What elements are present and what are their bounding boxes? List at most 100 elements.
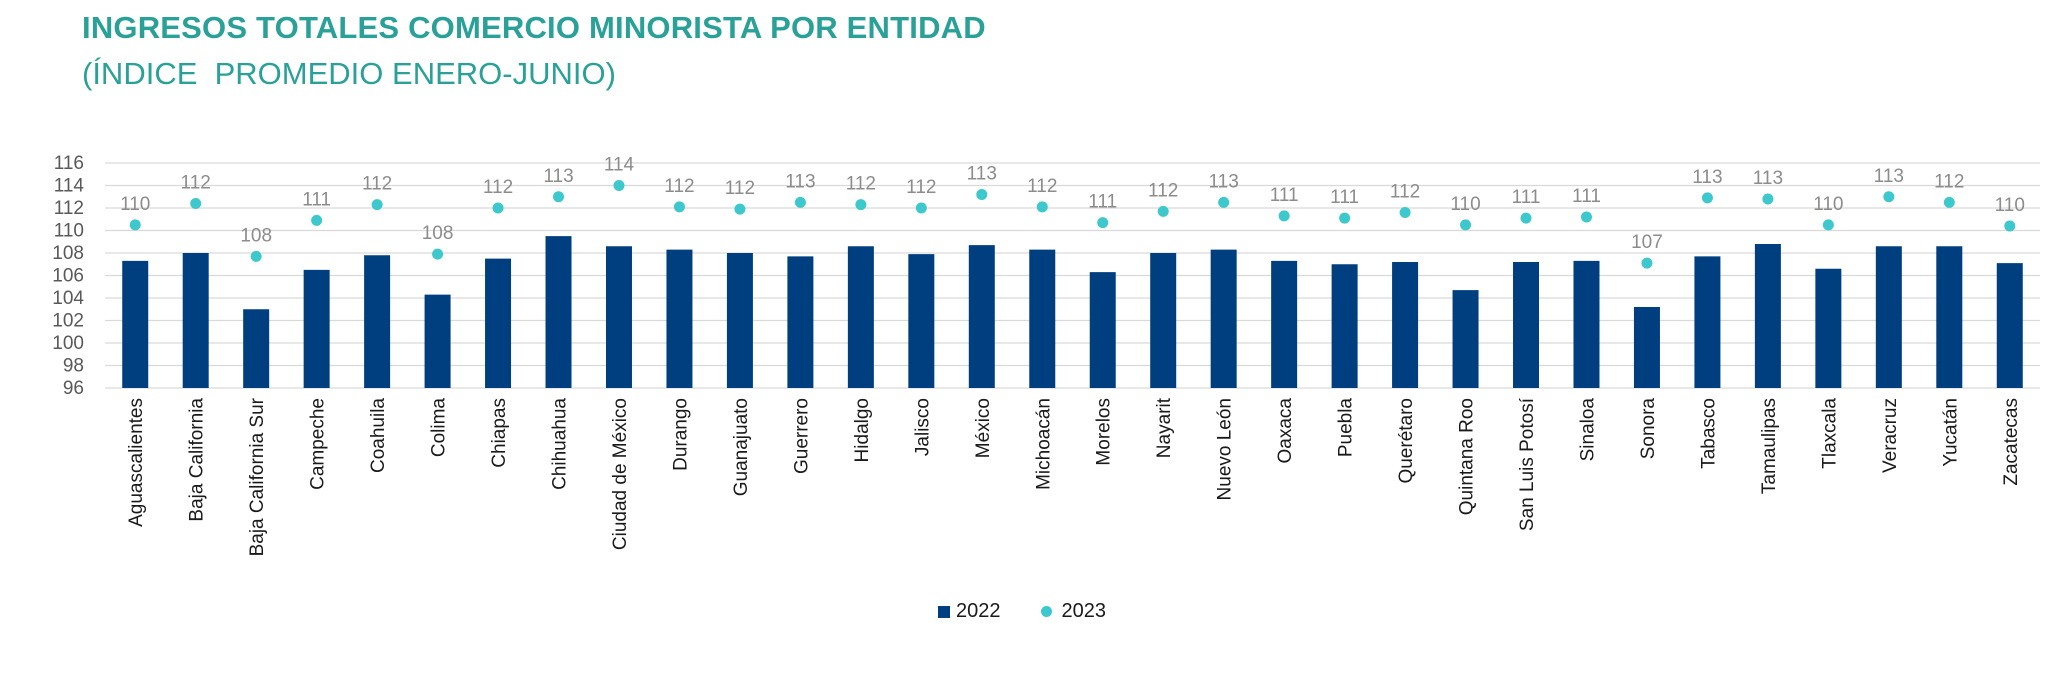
x-axis-categories: Aguascalientes Baja California Baja Califo…	[126, 397, 2022, 556]
y-tick-label: 110	[54, 221, 84, 242]
category-label: Jalisco	[912, 398, 933, 456]
dot-2023	[1036, 201, 1048, 213]
category-label: Colima	[429, 398, 450, 458]
data-label-2023: 111	[1270, 185, 1299, 206]
bar-2022	[1271, 260, 1298, 388]
data-label-2023: 112	[725, 178, 755, 199]
category-label: Hidalgo	[852, 398, 873, 462]
category-label: Coahuila	[368, 398, 389, 473]
data-label-2023: 113	[1753, 168, 1783, 189]
data-label-2023: 113	[1209, 171, 1239, 192]
dot-2023	[190, 198, 202, 209]
grid-lines	[105, 162, 2040, 389]
dot-2023	[1278, 210, 1290, 222]
category-label: Tamaulipas	[1759, 398, 1780, 494]
bar-2022	[545, 236, 572, 388]
category-label: Morelos	[1094, 398, 1115, 466]
category-label: Nuevo León	[1215, 398, 1236, 500]
category-label: Durango	[670, 398, 691, 471]
bar-2022	[1089, 272, 1116, 388]
y-tick-label: 112	[54, 198, 84, 219]
dot-2023	[1762, 193, 1774, 205]
data-labels-2023: 110 112 108 111 112 108 112 113 114 112 112 113 112 1…	[120, 155, 2025, 254]
category-label: Oaxaca	[1275, 398, 1296, 464]
data-label-2023: 110	[1450, 194, 1480, 215]
category-label: Sonora	[1638, 398, 1659, 460]
category-label: Chiapas	[489, 398, 510, 468]
category-label: Yucatán	[1940, 398, 1961, 467]
category-label: Querétaro	[1396, 398, 1417, 484]
data-label-2023: 111	[1572, 186, 1601, 207]
y-tick-label: 98	[63, 356, 84, 377]
data-label-2023: 110	[1995, 195, 2025, 216]
y-tick-label: 108	[52, 243, 84, 264]
bar-2022	[182, 253, 209, 388]
y-tick-label: 102	[52, 311, 84, 332]
bar-2022	[1573, 260, 1600, 388]
dot-2023	[976, 189, 988, 200]
dot-2023	[1157, 205, 1169, 217]
bar-2022	[1331, 264, 1358, 388]
data-label-2023: 112	[906, 177, 936, 198]
dots-2023	[129, 180, 2016, 269]
bar-2022	[847, 246, 874, 388]
dot-2023	[492, 202, 504, 214]
category-label: México	[973, 398, 994, 458]
dot-2023	[432, 248, 444, 260]
category-label: Veracruz	[1880, 398, 1901, 473]
bar-2022	[424, 294, 451, 388]
dot-2023	[1701, 192, 1713, 204]
data-label-2023: 112	[846, 174, 876, 195]
bar-2022	[968, 245, 995, 388]
dot-2023	[2004, 220, 2016, 232]
dot-2023	[129, 219, 141, 231]
data-label-2023: 112	[181, 173, 211, 194]
y-tick-label: 116	[54, 153, 84, 174]
data-label-2023: 108	[240, 225, 272, 246]
data-label-2023: 112	[664, 176, 694, 197]
bar-2022	[1996, 263, 2023, 388]
bar-2022	[1936, 246, 1963, 388]
data-label-2023: 111	[1330, 187, 1359, 208]
data-label-2023: 113	[1692, 167, 1722, 188]
data-label-2023: 114	[604, 155, 635, 176]
category-label: Campeche	[308, 398, 329, 490]
data-label-2023: 113	[1874, 166, 1904, 187]
category-label: Tabasco	[1698, 398, 1719, 469]
dot-2023	[1339, 212, 1351, 224]
category-label: San Luis Potosí	[1517, 397, 1538, 531]
legend-item-2023: 2023	[1040, 600, 1106, 623]
bar-2022	[364, 255, 391, 388]
bar-2022	[1875, 246, 1902, 388]
dot-2023	[915, 202, 927, 214]
data-label-2023: 112	[1390, 182, 1420, 203]
bar-2022	[787, 256, 814, 388]
bar-2022	[1633, 307, 1660, 388]
bar-2022	[1150, 253, 1177, 388]
bar-2022	[1513, 262, 1540, 388]
dot-2023	[1883, 191, 1895, 203]
dot-2023	[794, 196, 806, 208]
dot-2023	[311, 214, 323, 226]
data-label-2023: 111	[1088, 192, 1117, 213]
chart-title: INGRESOS TOTALES COMERCIO MINORISTA POR …	[82, 10, 986, 45]
dot-2023	[1399, 207, 1411, 218]
category-label: Guerrero	[791, 398, 812, 474]
data-label-2023: 112	[1027, 176, 1057, 197]
bar-2022	[1210, 249, 1237, 388]
category-label: Guanajuato	[731, 398, 752, 496]
data-label-2023: 110	[120, 194, 150, 215]
dot-2023	[1822, 219, 1834, 231]
data-label-2023: 113	[967, 164, 997, 185]
y-tick-label: 114	[54, 176, 85, 197]
bar-2022	[1754, 244, 1781, 388]
data-label-2023: 110	[1813, 194, 1843, 215]
y-tick-label: 100	[52, 333, 84, 354]
legend-swatch-dot	[1040, 606, 1052, 617]
bar-2022	[605, 246, 632, 388]
data-label-2023: 112	[483, 177, 513, 198]
dot-2023	[1218, 196, 1230, 208]
dot-2023	[613, 180, 625, 191]
